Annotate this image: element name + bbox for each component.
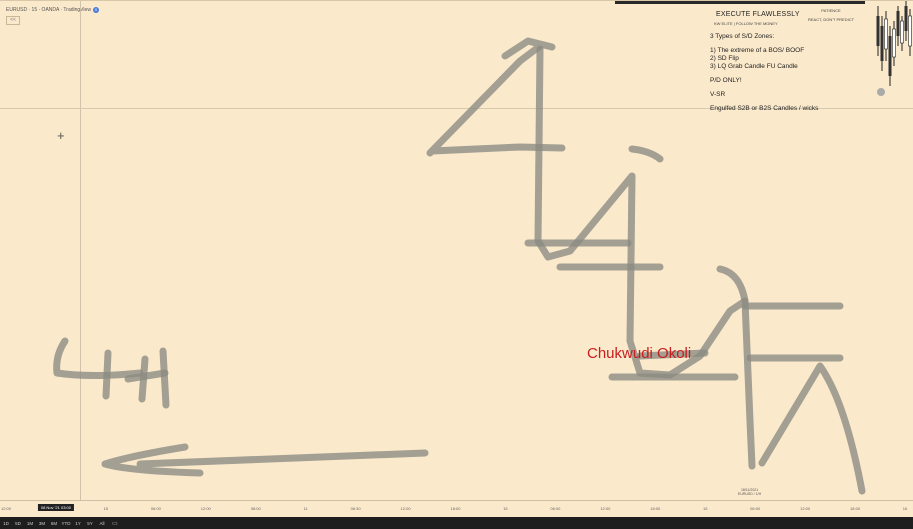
top-border-line <box>615 1 865 4</box>
drawing-zone-line-4 <box>636 349 709 360</box>
time-axis[interactable]: 12:00 08 Nov '21 03:00 15 06:00 12:00 08:00 11… <box>0 500 913 518</box>
crosshair-plus-icon: + <box>57 128 65 143</box>
drawing-4h-four-stem <box>102 349 112 400</box>
strategy-notes: EXECUTE FLAWLESSLY KW ELITE | FOLLOW THE… <box>710 11 818 112</box>
time-axis-tick: 12:00 <box>800 506 811 511</box>
drawing-4h-h-right <box>159 347 170 409</box>
timeframe-button-1y[interactable]: 1Y <box>75 520 81 526</box>
time-axis-tick: 11 <box>303 506 308 511</box>
time-axis-tick: 12:00 <box>600 506 611 511</box>
patience-note: PATIENCE REACT, DON'T PREDICT <box>808 8 854 26</box>
drawing-hook <box>628 145 664 163</box>
drawing-4h-four <box>53 337 144 379</box>
symbol-text[interactable]: EURUSD · 15 · OANDA · TradingView <box>6 7 91 13</box>
time-axis-tick: 15 <box>503 506 508 511</box>
crosshair-horizontal-line <box>0 108 913 109</box>
date-annotation-line: 18/11/2021 <box>740 488 759 492</box>
timeframe-button-ytd[interactable]: YTD <box>61 520 71 526</box>
mini-price-chart <box>876 1 912 96</box>
patience-line: PATIENCE <box>821 8 841 13</box>
timeframe-button-5d[interactable]: 5D <box>15 520 21 526</box>
time-axis-tick: 18:00 <box>450 506 461 511</box>
collapse-legend-button[interactable]: << <box>6 16 20 25</box>
drawing-zigzag-2 <box>716 265 844 362</box>
notes-line: P/D ONLY! <box>710 77 742 84</box>
notes-line: 1) The extreme of a BOS/ BOOF <box>710 47 805 54</box>
timeframe-button-5y[interactable]: 5Y <box>87 520 93 526</box>
time-axis-tick: 06:00 <box>550 506 561 511</box>
time-axis-tick: 18:00 <box>850 506 861 511</box>
timeframe-button-all[interactable]: All <box>99 520 105 526</box>
calendar-icon[interactable]: ▭ <box>112 520 118 527</box>
time-axis-tick: 16 <box>902 506 908 511</box>
time-axis-tick: 15 <box>103 506 109 511</box>
notes-line: 3 Types of S/D Zones: <box>710 33 775 40</box>
time-axis-tick: 12:00 <box>200 506 211 511</box>
notes-line: 3) LQ Grab Candle FU Candle <box>710 63 798 70</box>
live-badge-icon: 0 <box>92 7 99 13</box>
author-watermark: Chukwudi Okoli <box>587 345 692 362</box>
time-axis-tick: 06:30 <box>350 506 361 511</box>
patience-line: REACT, DON'T PREDICT <box>808 17 855 22</box>
time-axis-tick: 08:00 <box>250 506 261 511</box>
crosshair-vertical-line <box>80 1 81 501</box>
notes-title: EXECUTE FLAWLESSLY <box>716 11 800 18</box>
bottom-toolbar: 1D 5D 1M 3M 6M YTD 1Y 5Y All ▭ <box>0 517 913 529</box>
mini-chart-marker-icon <box>877 88 885 96</box>
symbol-info[interactable]: EURUSD · 15 · OANDA · TradingView 0 <box>6 7 99 13</box>
time-axis-tick: 18:00 <box>650 506 661 511</box>
timeframe-button-1m[interactable]: 1M <box>26 520 34 526</box>
time-axis-tick: 12:00 <box>400 506 411 511</box>
drawing-zigzag-3 <box>758 362 866 495</box>
time-axis-tick: 08 Nov '21 03:00 <box>37 504 74 511</box>
time-axis-tick: 06:00 <box>150 506 161 511</box>
hand-drawings <box>53 37 866 495</box>
drawing-arrow-left <box>101 443 429 477</box>
drawing-arrow-up <box>426 37 566 157</box>
notes-line: V-SR <box>710 91 726 98</box>
date-annotation-line: EURUSD / 1/H <box>738 492 762 496</box>
drawing-4h-h-bar <box>124 369 169 383</box>
notes-line: 2) SD Flip <box>710 55 739 62</box>
time-axis-tick: 15 <box>702 506 708 511</box>
time-axis-tick: 12:00 <box>0 506 12 511</box>
chart-area[interactable]: EURUSD · 15 · OANDA · TradingView 0 << + <box>0 0 913 501</box>
notes-subtitle: KW ELITE | FOLLOW THE MONEY <box>714 21 778 26</box>
notes-line: Engulfed S2B or B2S Candles / wicks <box>710 105 819 112</box>
timeframe-button-6m[interactable]: 6M <box>50 520 58 526</box>
timeframe-button-1d[interactable]: 1D <box>3 520 9 526</box>
timeframe-button-3m[interactable]: 3M <box>38 520 46 526</box>
date-annotation: 18/11/2021 EURUSD / 1/H <box>738 488 761 496</box>
time-axis-tick: 06:00 <box>750 506 761 511</box>
